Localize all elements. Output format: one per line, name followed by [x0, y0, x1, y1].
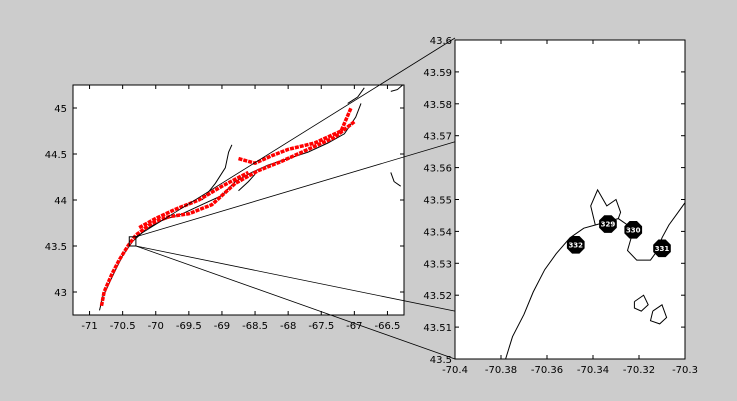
y-tick-label: 44 [54, 196, 67, 207]
station-marker [599, 215, 617, 233]
connector-line [135, 141, 456, 238]
connector-line [135, 245, 456, 360]
x-tick-label: -70.38 [485, 365, 517, 376]
inset-stations: 329 330 331 332 [566, 215, 671, 258]
y-tick-label: 43 [54, 288, 67, 299]
y-tick-label: 43.59 [423, 68, 452, 79]
y-tick-label: 43.54 [423, 227, 452, 238]
station-label: 329 [601, 221, 616, 229]
inset-y-axis: 43.5 43.51 43.52 43.53 43.54 43.55 43.56 43.57 4… [423, 36, 685, 366]
x-tick-label: -70.36 [531, 365, 563, 376]
x-tick-label: -71 [81, 321, 97, 332]
y-tick-label: 43.6 [430, 36, 452, 47]
station-label: 331 [655, 245, 670, 253]
x-tick-label: -68 [280, 321, 296, 332]
overview-y-axis: 43 43.5 44 44.5 45 [45, 104, 404, 299]
overview-map: -71 -70.5 -70 -69.5 -69 -68.5 -68 -67.5 -67 -66.5… [45, 84, 405, 332]
x-tick-label: -68.5 [242, 321, 268, 332]
x-tick-label: -70.3 [672, 365, 698, 376]
y-tick-label: 43.58 [423, 100, 452, 111]
x-tick-label: -69 [214, 321, 230, 332]
station-marker [566, 236, 585, 254]
coastline-segment [390, 84, 404, 92]
x-tick-label: -70 [148, 321, 164, 332]
y-tick-label: 43.56 [423, 164, 452, 175]
x-tick-label: -69.5 [176, 321, 202, 332]
x-tick-label: -70.4 [442, 365, 468, 376]
inset-x-axis: -70.4 -70.38 -70.36 -70.34 -70.32 -70.3 [442, 40, 698, 376]
coastline-segment [590, 188, 622, 226]
overview-plot-area [72, 84, 405, 316]
overview-x-axis: -71 -70.5 -70 -69.5 -69 -68.5 -68 -67.5 -67 -66.5 [81, 85, 400, 332]
station-marker [624, 221, 643, 239]
y-tick-label: 43.51 [423, 323, 452, 334]
y-tick-label: 43.5 [45, 242, 67, 253]
x-tick-label: -67.5 [308, 321, 334, 332]
x-tick-label: -67 [346, 321, 362, 332]
y-tick-label: 43.5 [430, 355, 452, 366]
station-marker [653, 239, 671, 258]
y-tick-label: 43.53 [423, 259, 452, 270]
y-tick-label: 43.55 [423, 196, 452, 207]
coastline-segment [238, 173, 256, 192]
zoom-connector-lines [135, 37, 456, 360]
inset-plot-area [454, 39, 686, 360]
observation-track [238, 107, 353, 165]
observation-track [99, 120, 356, 307]
coastline-segment [633, 294, 649, 312]
connector-line [135, 245, 456, 312]
inset-location-box [128, 236, 137, 247]
coastline-segment [347, 87, 365, 104]
y-tick-label: 45 [54, 104, 67, 115]
x-tick-label: -70.5 [110, 321, 136, 332]
x-tick-label: -66.5 [375, 321, 401, 332]
connector-line [135, 37, 456, 238]
x-tick-label: -70.32 [623, 365, 655, 376]
coastline-segment [201, 144, 233, 201]
coastline-segment [649, 304, 668, 325]
y-tick-label: 43.52 [423, 291, 452, 302]
x-tick-label: -70.34 [577, 365, 609, 376]
station-label: 332 [568, 241, 583, 249]
y-tick-label: 43.57 [423, 132, 452, 143]
y-tick-label: 44.5 [45, 150, 67, 161]
station-label: 330 [626, 226, 641, 234]
coastline-segment [390, 172, 401, 187]
